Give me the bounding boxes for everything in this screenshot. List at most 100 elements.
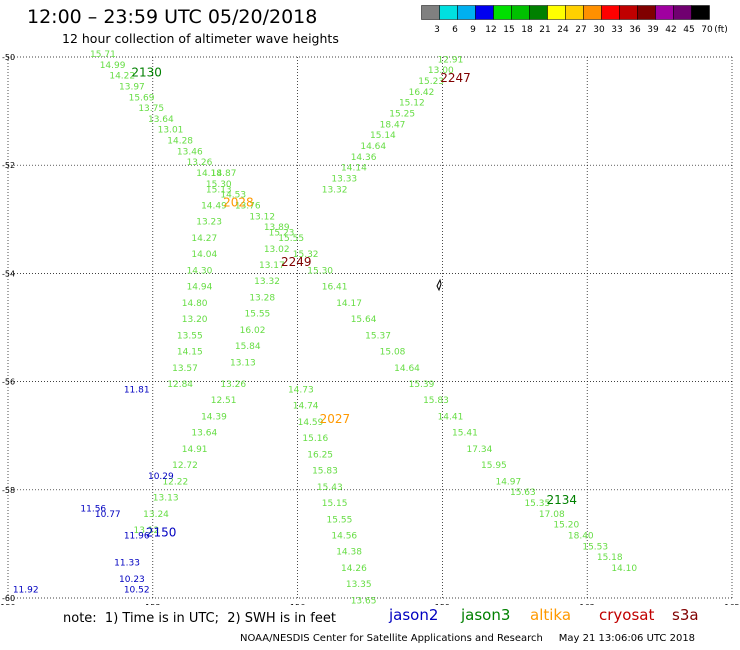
- wave-height-value: 14.14: [341, 164, 367, 174]
- grid: [7, 56, 733, 599]
- y-tick-label: -50: [2, 53, 15, 62]
- wave-height-value: 16.25: [307, 450, 333, 460]
- wave-height-value: 13.26: [220, 380, 246, 390]
- wave-height-value: 13.23: [196, 218, 222, 228]
- credit-line: NOAA/NESDIS Center for Satellite Applica…: [240, 633, 696, 644]
- wave-height-value: 13.32: [254, 277, 280, 287]
- wave-height-value: 18.40: [568, 531, 594, 541]
- color-scale-label: 9: [470, 25, 476, 35]
- wave-height-value: 14.36: [351, 153, 377, 163]
- wave-height-value: 16.02: [240, 326, 266, 336]
- wave-height-value: 15.95: [481, 461, 507, 471]
- wave-height-value: 14.56: [331, 531, 357, 541]
- wave-height-value: 13.35: [346, 580, 372, 590]
- wave-height-value: 12.22: [162, 477, 188, 487]
- color-scale-label: 15: [503, 25, 514, 35]
- coastline-shape: [436, 278, 442, 292]
- wave-height-value: 13.97: [119, 82, 145, 92]
- track-2028: 14.87 15.13 14.49 13.23 14.27 14.04 14.30 14.94…: [167, 169, 253, 390]
- wave-height-value: 15.20: [553, 521, 579, 531]
- wave-height-value: 10.23: [119, 575, 145, 585]
- pass-time-label: 2247: [440, 71, 471, 85]
- wave-height-value: 15.43: [317, 483, 343, 493]
- wave-height-value: 18.47: [380, 120, 406, 130]
- wave-height-value: 14.91: [182, 445, 208, 455]
- wave-height-value: 11.92: [13, 586, 39, 596]
- wave-height-value: 13.26: [187, 158, 213, 168]
- wave-height-value: 14.04: [191, 250, 217, 260]
- wave-height-value: 14.64: [394, 364, 420, 374]
- legend-s3a: s3a: [672, 606, 699, 624]
- wave-height-value: 14.73: [288, 385, 314, 395]
- wave-height-value: 16.42: [409, 88, 435, 98]
- wave-height-value: 13.20: [182, 315, 208, 325]
- x-tick-label: 159: [435, 603, 450, 605]
- wave-height-value: 14.17: [336, 299, 362, 309]
- wave-height-value: 15.55: [245, 310, 271, 320]
- color-scale-label: 27: [575, 25, 586, 35]
- wave-height-value: 15.39: [409, 380, 435, 390]
- wave-height-value: 15.15: [322, 499, 348, 509]
- wave-height-value: 14.74: [293, 402, 319, 412]
- wave-height-value: 13.33: [331, 174, 357, 184]
- wave-height-value: 15.69: [129, 93, 155, 103]
- wave-height-value: 14.53: [220, 191, 246, 201]
- wave-height-value: 15.13: [206, 185, 232, 195]
- wave-height-value: 14.39: [201, 412, 227, 422]
- wave-height-value: 15.41: [452, 429, 478, 439]
- wave-height-value: 10.77: [95, 510, 121, 520]
- pass-time-label: 2249: [281, 255, 312, 269]
- wave-height-value: 14.59: [298, 418, 324, 428]
- track-2247: 12.9113.0015.2316.4215.1215.2518.4715.14…: [322, 55, 471, 195]
- wave-height-value: 13.02: [264, 245, 290, 255]
- wave-height-value: 12.84: [167, 380, 193, 390]
- wave-height-value: 10.29: [148, 472, 174, 482]
- wave-height-value: 16.41: [322, 283, 348, 293]
- wave-height-value: 12.51: [211, 396, 237, 406]
- color-scale-label: 24: [557, 25, 569, 35]
- color-scale-label: 42: [665, 25, 676, 35]
- wave-height-value: 13.64: [191, 429, 217, 439]
- x-tick-label: 153: [145, 603, 160, 605]
- wave-height-value: 14.30: [187, 266, 213, 276]
- color-scale-label: 18: [521, 25, 533, 35]
- legend-altika: altika: [530, 606, 572, 624]
- wave-height-value: 15.25: [389, 110, 415, 120]
- wave-height-value: 13.64: [148, 115, 174, 125]
- wave-height-value: 15.08: [380, 348, 406, 358]
- wave-height-value: 14.80: [182, 299, 208, 309]
- wave-height-value: 14.28: [167, 137, 193, 147]
- wave-height-value: 11.33: [114, 559, 140, 569]
- pass-time-label: 2134: [546, 493, 577, 507]
- y-tick-label: -60: [2, 594, 15, 603]
- wave-height-value: 13.75: [138, 104, 164, 114]
- color-swatch: [691, 5, 710, 20]
- wave-height-value: 15.71: [90, 50, 116, 60]
- pass-time-label: 2027: [320, 412, 351, 426]
- wave-height-value: 14.94: [187, 283, 213, 293]
- wave-height-value: 13.01: [158, 126, 184, 136]
- wave-height-value: 14.10: [611, 564, 637, 574]
- wave-height-value: 15.23: [418, 77, 444, 87]
- wave-height-value: 14.15: [177, 348, 203, 358]
- pass-time-label: 2028: [223, 195, 254, 209]
- wave-height-value: 13.28: [249, 293, 275, 303]
- track-2134: 14.9715.6315.3517.0815.2018.4015.5315.18…: [495, 477, 637, 574]
- wave-height-value: 14.64: [360, 142, 386, 152]
- wave-height-value: 14.97: [495, 477, 521, 487]
- wave-height-value: 15.23: [269, 229, 295, 239]
- wave-height-value: 13.46: [177, 147, 203, 157]
- wave-height-value: 14.27: [191, 234, 217, 244]
- wave-height-value: 13.57: [172, 364, 198, 374]
- color-scale-label: 6: [452, 25, 458, 35]
- legend-jason2: jason2: [389, 606, 439, 624]
- wave-height-value: 14.18: [196, 169, 222, 179]
- y-tick-label: -56: [2, 378, 15, 387]
- wave-height-value: 15.12: [399, 99, 425, 109]
- wave-height-value: 11.96: [124, 531, 150, 541]
- wave-height-value: 13.89: [264, 223, 290, 233]
- color-scale-label: 33: [611, 25, 622, 35]
- wave-height-value: 15.55: [327, 515, 353, 525]
- wave-height-value: 11.81: [124, 385, 150, 395]
